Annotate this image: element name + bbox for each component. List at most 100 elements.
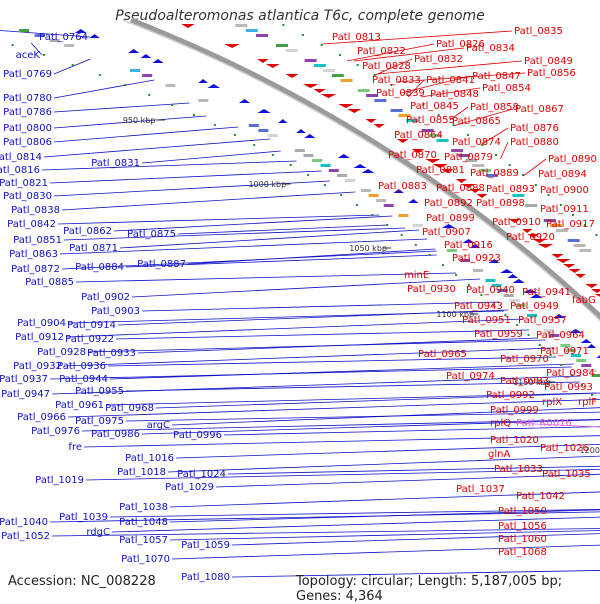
- feature-block-outer: [421, 129, 434, 132]
- right-gene-label: Patl_0899: [426, 213, 475, 224]
- left-connector: [109, 509, 600, 518]
- scale-label: 1000 kbp: [248, 180, 286, 189]
- feature-block-inner: [328, 169, 339, 172]
- feature-block-inner: [509, 299, 520, 302]
- track-dot: [307, 174, 310, 176]
- left-connector: [65, 318, 525, 338]
- forward-feature: [425, 159, 441, 163]
- track-dot: [289, 164, 292, 166]
- left-gene-label: Patl_0816: [0, 165, 40, 176]
- left-gene-label: Patl_0996: [173, 430, 222, 441]
- track-dot: [437, 114, 440, 116]
- left-connector: [125, 411, 600, 422]
- left-connector: [215, 473, 600, 488]
- feature-block-outer: [374, 99, 387, 102]
- right-gene-label: Patl_0983: [500, 376, 549, 387]
- right-gene-label: Patl_0856: [527, 68, 576, 79]
- forward-feature: [257, 59, 269, 63]
- left-gene-label: Patl_0821: [0, 178, 48, 189]
- reverse-feature: [198, 79, 208, 83]
- left-gene-label: Patl_0936: [57, 361, 106, 372]
- left-connector: [43, 138, 270, 158]
- reverse-feature: [530, 294, 543, 298]
- right-gene-label: rplQ: [490, 418, 511, 429]
- backbone-highlight: [122, 19, 600, 322]
- rna-gene-label: Patl_R0016: [516, 418, 572, 429]
- right-gene-label: rplF: [578, 397, 597, 408]
- backbone-arc: [130, 17, 600, 320]
- reverse-feature: [441, 224, 456, 228]
- track-dot: [467, 134, 470, 136]
- right-gene-label: Patl_0865: [452, 116, 501, 127]
- left-gene-label: Patl_1040: [0, 517, 48, 528]
- gene-labels: Patl_0764 aceK Patl_0769 Patl_0780 Patl_0786…: [0, 26, 597, 583]
- right-gene-label: Patl_0943: [454, 301, 503, 312]
- track-dot: [406, 94, 409, 96]
- right-gene-label: Patl_0893: [486, 184, 535, 195]
- forward-feature: [302, 84, 319, 88]
- right-gene-label: Patl_0841: [426, 75, 475, 86]
- left-connector: [57, 214, 380, 225]
- left-gene-label: Patl_0884: [75, 262, 124, 273]
- reverse-feature: [488, 259, 500, 263]
- feature-block-inner: [337, 174, 348, 177]
- right-gene-label: Patl_0917: [546, 219, 595, 230]
- left-gene-label: Patl_1059: [181, 540, 230, 551]
- left-connector: [231, 533, 600, 546]
- track-dot: [516, 324, 519, 326]
- feature-block-inner: [258, 129, 269, 132]
- right-gene-label: Patl_0855: [406, 115, 455, 126]
- left-connector: [53, 180, 330, 197]
- left-gene-label: Patl_0806: [3, 137, 52, 148]
- left-connector: [223, 426, 600, 436]
- track-dot: [422, 104, 425, 106]
- right-gene-label: Patl_0835: [514, 26, 563, 37]
- right-connector: [499, 141, 509, 160]
- feature-block-inner: [560, 344, 571, 347]
- left-connector: [187, 248, 436, 265]
- left-connector: [117, 309, 509, 326]
- right-gene-label: Patl_0879: [444, 152, 493, 163]
- reverse-feature: [586, 344, 597, 348]
- right-gene-label: Patl_0858: [470, 102, 519, 113]
- right-gene-label: Patl_0890: [548, 154, 597, 165]
- reverse-feature: [353, 164, 367, 168]
- right-gene-label: Patl_0854: [482, 83, 531, 94]
- track-dot: [492, 304, 495, 306]
- scale-label: 1200 kbp: [580, 446, 600, 455]
- left-gene-label: Patl_0904: [17, 318, 66, 329]
- left-gene-label: Patl_0922: [65, 334, 114, 345]
- right-gene-label: Patl_0992: [486, 390, 535, 401]
- track-dot: [124, 84, 127, 86]
- right-gene-label: Patl_0907: [422, 227, 471, 238]
- reverse-feature: [278, 119, 288, 123]
- right-gene-label: Patl_1026: [540, 443, 589, 454]
- right-gene-label: Patl_0889: [470, 168, 519, 179]
- map-title: Pseudoalteromonas atlantica T6c, complet…: [115, 8, 485, 24]
- right-gene-label: Patl_0847: [472, 71, 521, 82]
- feature-block-inner: [130, 69, 141, 72]
- left-gene-label: Patl_0842: [7, 219, 56, 230]
- left-gene-label: Patl_0986: [91, 429, 140, 440]
- left-connector: [49, 366, 572, 380]
- track-dot: [356, 64, 359, 66]
- left-gene-label: aceK: [16, 50, 41, 61]
- left-gene-label: Patl_0875: [127, 229, 176, 240]
- right-gene-label: Patl_0949: [510, 301, 559, 312]
- reverse-feature: [596, 355, 600, 358]
- feature-block-outer: [285, 49, 298, 52]
- track-dot: [213, 124, 216, 126]
- feature-block-outer: [398, 114, 411, 117]
- right-gene-label: Patl_0941: [522, 287, 571, 298]
- track-dot: [571, 214, 574, 216]
- track-dot: [559, 204, 562, 206]
- left-gene-label: Patl_0975: [75, 416, 124, 427]
- feature-block-outer: [340, 79, 353, 82]
- forward-feature: [508, 219, 521, 223]
- right-gene-label: fabG: [572, 295, 596, 306]
- left-gene-label: Patl_0769: [3, 69, 52, 80]
- right-gene-label: Patl_0940: [466, 285, 515, 296]
- left-connector: [53, 58, 91, 75]
